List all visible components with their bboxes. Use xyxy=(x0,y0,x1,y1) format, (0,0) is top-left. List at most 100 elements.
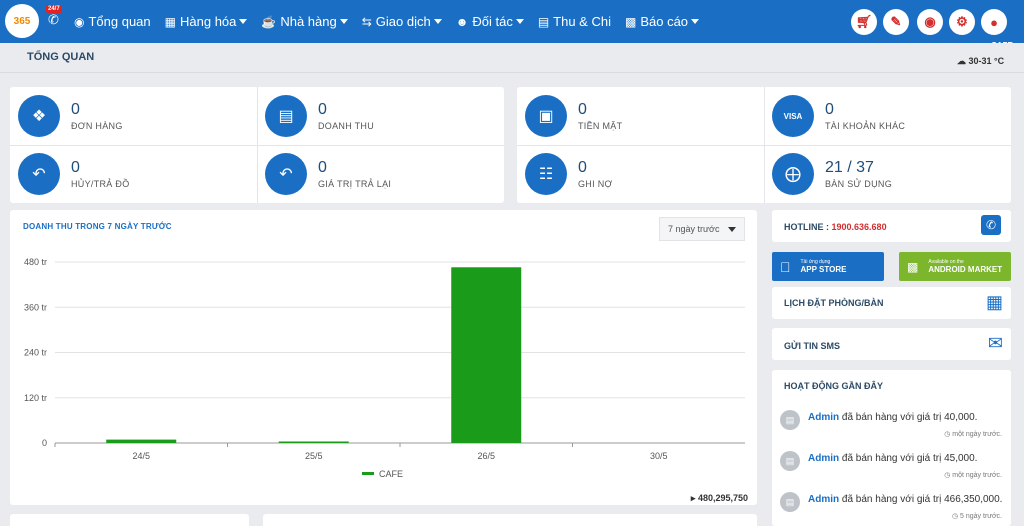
y-tick-label: 360 tr xyxy=(24,302,47,312)
activity-text: đã bán hàng với giá trị 40,000. xyxy=(839,412,978,423)
legend-swatch xyxy=(362,472,374,475)
bar-26-5 xyxy=(451,267,522,443)
hotline-card[interactable]: HOTLINE : 1900.636.680 ✆ xyxy=(772,210,1011,242)
stat-label: TÀI KHOẢN KHÁC xyxy=(825,121,906,131)
stat-value: 0 xyxy=(71,159,80,176)
stat-orders[interactable]: ❖ 0 ĐƠN HÀNG xyxy=(10,87,257,145)
nav-nha-hang[interactable]: ☕ Nhà hàng xyxy=(261,14,348,29)
hotline-badge: 24/7 xyxy=(46,5,62,13)
clock-icon: ◷ xyxy=(944,472,953,479)
stat-tables-used[interactable]: ⨁ 21 / 37 BÀN SỬ DỤNG xyxy=(764,145,1011,203)
id-card-icon: ☷ xyxy=(525,153,567,195)
appstore-big: APP STORE xyxy=(790,265,847,274)
activity-user[interactable]: Admin xyxy=(808,453,840,464)
y-tick-label: 120 tr xyxy=(24,393,47,403)
phone-icon[interactable]: ✆ xyxy=(48,12,59,27)
booking-card[interactable]: LỊCH ĐẶT PHÒNG/BÀN ▦ xyxy=(772,287,1011,319)
booking-label: LỊCH ĐẶT PHÒNG/BÀN xyxy=(784,298,884,308)
nav-label: Giao dịch xyxy=(375,14,431,29)
clock-icon: ◷ xyxy=(944,431,953,438)
activity-time: một ngày trước. xyxy=(952,431,1002,438)
android-icon: ▩ xyxy=(907,259,919,274)
stat-value: 0 xyxy=(578,101,587,118)
stat-revenue[interactable]: ▤ 0 DOANH THU xyxy=(257,87,504,145)
nav-label: Hàng hóa xyxy=(180,14,237,29)
android-market-button[interactable]: ▩ Available on the ANDROID MARKET xyxy=(899,252,1011,281)
hotline-text: HOTLINE : xyxy=(784,222,829,232)
main-nav: ◉ Tổng quan ▦ Hàng hóa ☕ Nhà hàng ⇆ Giao dịc… xyxy=(74,0,713,43)
range-selected-value: 7 ngày trước xyxy=(668,224,720,234)
revenue-bar-chart: 0 120 tr 240 tr 360 tr 480 tr 24/5 25/5 26/5 30/… xyxy=(24,257,748,503)
nav-tong-quan[interactable]: ◉ Tổng quan xyxy=(74,14,151,29)
bar-25-5 xyxy=(278,441,349,443)
stat-value: 0 xyxy=(825,101,834,118)
android-small: Available on the xyxy=(928,259,964,265)
clock-icon: ◷ xyxy=(951,513,961,520)
stat-return-value[interactable]: ↶ 0 GIÁ TRỊ TRẢ LẠI xyxy=(257,145,504,203)
stat-label: GIÁ TRỊ TRẢ LẠI xyxy=(318,179,392,189)
sms-label: GỬI TIN SMS xyxy=(784,341,840,351)
tag-icon: ❖ xyxy=(18,95,60,137)
gear-icon: ⚙ xyxy=(956,14,968,29)
bottom-card-1 xyxy=(10,514,249,526)
x-tick-label: 26/5 xyxy=(477,451,495,461)
sms-card[interactable]: GỬI TIN SMS ✉ xyxy=(772,328,1011,360)
chevron-down-icon xyxy=(339,19,348,24)
nav-hang-hoa[interactable]: ▦ Hàng hóa xyxy=(165,14,248,29)
legend-label: CAFE xyxy=(379,469,403,479)
cart-icon: ▤ xyxy=(780,451,800,471)
edit-icon: ✎ xyxy=(890,14,902,29)
chart-title: DOANH THU TRONG 7 NGÀY TRƯỚC xyxy=(23,222,172,231)
total-revenue: ▸ 480,295,750 xyxy=(690,493,748,503)
visa-card-icon: VISA xyxy=(772,95,814,137)
recent-activity-card: HOẠT ĐỘNG GẦN ĐÂY xyxy=(772,370,1011,526)
app-logo[interactable]: 365 xyxy=(5,4,39,38)
nav-label: Thu & Chi xyxy=(553,14,611,29)
chevron-down-icon xyxy=(691,19,700,24)
nav-doi-tac[interactable]: ☻ Đối tác xyxy=(456,14,524,29)
logo-text: 365 xyxy=(13,15,31,27)
y-tick-label: 0 xyxy=(42,438,47,448)
stat-value: 0 xyxy=(318,159,327,176)
stat-value: 21 / 37 xyxy=(825,159,874,176)
settings-button[interactable]: ⚙ xyxy=(949,9,975,35)
hotline-number[interactable]: 1900.636.680 xyxy=(831,222,887,232)
activity-user[interactable]: Admin xyxy=(808,494,840,505)
nav-giao-dich[interactable]: ⇆ Giao dịch xyxy=(362,14,442,29)
y-tick-label: 480 tr xyxy=(24,257,47,267)
page-title: TỔNG QUAN xyxy=(27,51,95,63)
stat-cash[interactable]: ▣ 0 TIỀN MẶT xyxy=(517,87,764,145)
apple-icon:  xyxy=(780,259,791,275)
nav-thu-chi[interactable]: ▤ Thu & Chi xyxy=(538,14,611,29)
stat-debt[interactable]: ☷ 0 GHI NỢ xyxy=(517,145,764,203)
stat-label: HỦY/TRẢ ĐỒ xyxy=(71,179,130,189)
reply-all-icon: ↶ xyxy=(265,153,307,195)
nav-label: Báo cáo xyxy=(640,14,689,29)
stat-cancel-return[interactable]: ↶ 0 HỦY/TRẢ ĐỒ xyxy=(10,145,257,203)
envelope-icon: ✉ xyxy=(987,333,1003,353)
x-tick-label: 25/5 xyxy=(305,451,323,461)
stat-value: 0 xyxy=(71,101,80,118)
activity-user[interactable]: Admin xyxy=(808,412,840,423)
pos-cart-button[interactable]: 🛒︎ xyxy=(851,9,877,35)
y-tick-label: 240 tr xyxy=(24,348,47,358)
cart-icon: ▤ xyxy=(780,492,800,512)
activity-text: đã bán hàng với giá trị 466,350,000. xyxy=(839,494,1003,505)
crosshair-icon: ⨁ xyxy=(772,153,814,195)
location-button[interactable]: ◉ xyxy=(917,9,943,35)
user-menu-button[interactable]: ● xyxy=(981,9,1007,35)
revenue-chart-card xyxy=(10,210,757,505)
weather-text: 30-31 °C xyxy=(968,56,1005,66)
appstore-small: Tải ứng dụng xyxy=(790,259,831,265)
stat-label: DOANH THU xyxy=(318,121,375,131)
cart-icon: ▤ xyxy=(265,95,307,137)
nav-bao-cao[interactable]: ▩ Báo cáo xyxy=(625,14,700,29)
users-icon: ☻ xyxy=(455,14,469,29)
edit-button[interactable]: ✎ xyxy=(883,9,909,35)
activity-time: một ngày trước. xyxy=(952,472,1002,479)
stat-other-accounts[interactable]: VISA 0 TÀI KHOẢN KHÁC xyxy=(764,87,1011,145)
phone-icon: ✆ xyxy=(981,215,1001,235)
stat-label: GHI NỢ xyxy=(578,179,613,189)
date-range-select[interactable]: 7 ngày trước xyxy=(659,217,745,241)
